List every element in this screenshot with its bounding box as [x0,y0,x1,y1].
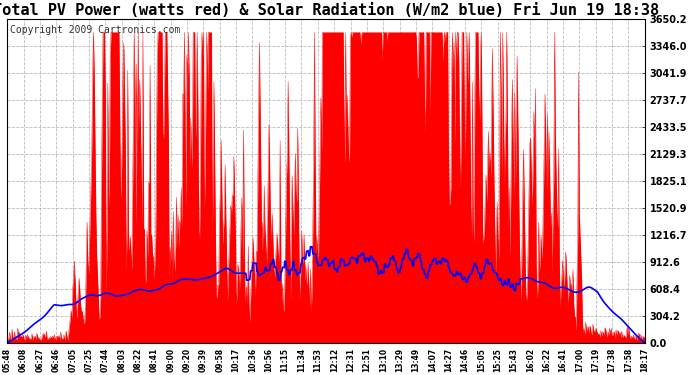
Title: Total PV Power (watts red) & Solar Radiation (W/m2 blue) Fri Jun 19 18:38: Total PV Power (watts red) & Solar Radia… [0,3,659,18]
Text: Copyright 2009 Cartronics.com: Copyright 2009 Cartronics.com [10,26,181,35]
